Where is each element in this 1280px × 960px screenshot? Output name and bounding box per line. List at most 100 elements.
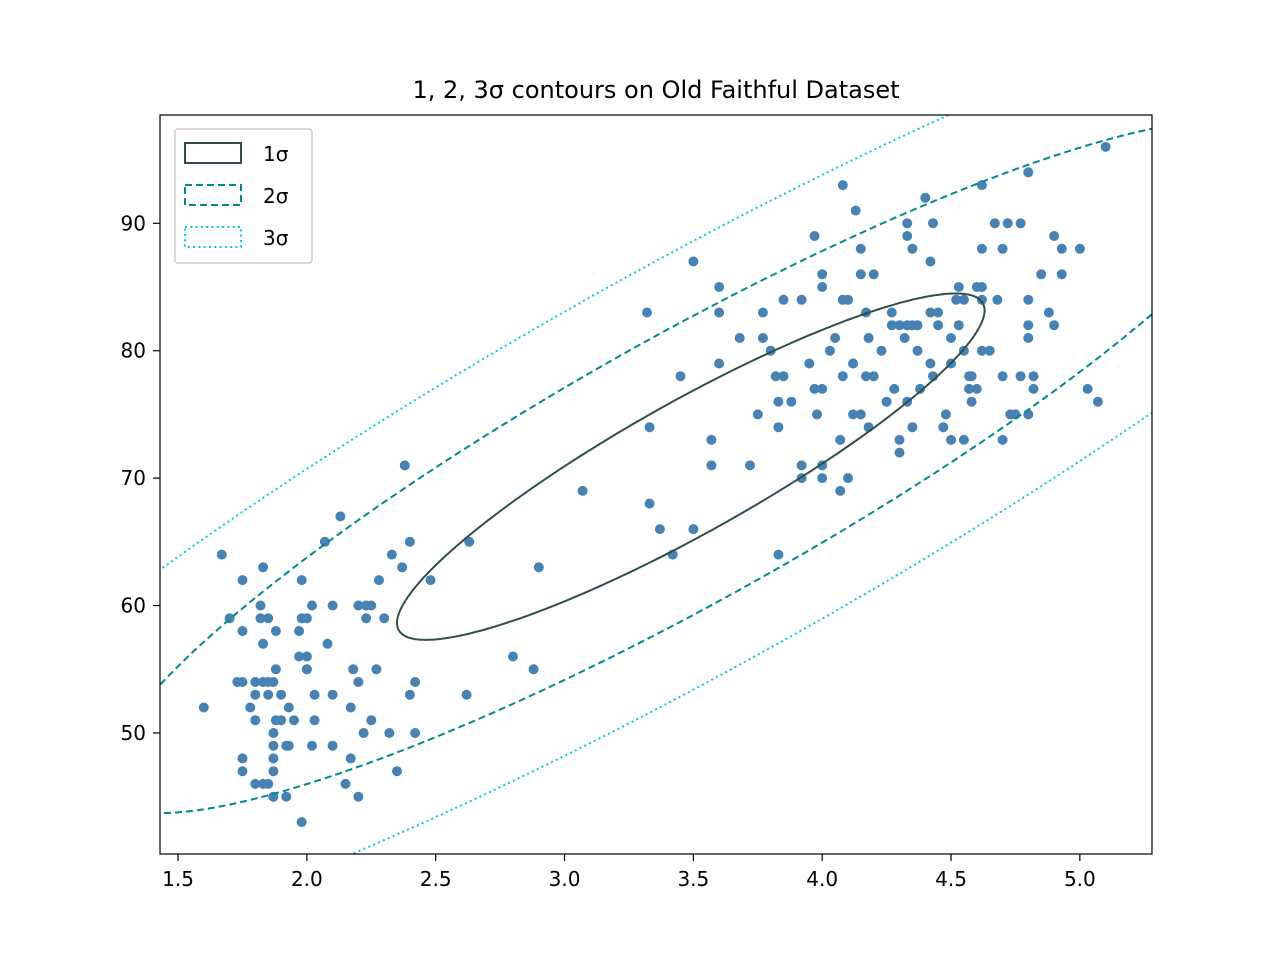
data-point <box>835 434 846 445</box>
data-point <box>366 715 377 726</box>
data-point <box>250 677 261 687</box>
data-point <box>757 307 768 318</box>
chart-title: 1, 2, 3σ contours on Old Faithful Datase… <box>412 76 899 104</box>
data-point <box>327 600 338 611</box>
data-point <box>1023 294 1034 305</box>
data-point <box>577 485 588 496</box>
data-point <box>964 383 975 394</box>
data-point <box>379 613 390 624</box>
data-point <box>263 689 274 700</box>
data-point <box>281 791 292 802</box>
data-point <box>855 269 866 280</box>
data-point <box>301 613 312 624</box>
legend-label-2sigma: 2σ <box>263 184 289 208</box>
data-point <box>270 664 281 675</box>
data-point <box>399 460 410 471</box>
data-point <box>307 740 317 751</box>
data-point <box>255 600 266 611</box>
data-point <box>397 562 408 573</box>
data-point <box>835 485 846 496</box>
data-point <box>533 562 544 573</box>
data-point <box>889 383 900 394</box>
data-point <box>1023 333 1034 343</box>
data-point <box>1100 141 1111 152</box>
data-point <box>773 422 784 433</box>
data-point <box>817 282 828 292</box>
plot-frame <box>159 114 1153 855</box>
data-point <box>976 243 987 254</box>
data-point <box>1028 383 1039 394</box>
data-point <box>830 333 841 343</box>
data-point <box>992 294 1003 305</box>
data-point <box>276 689 287 700</box>
data-point <box>894 447 905 458</box>
data-point <box>270 626 281 636</box>
data-point <box>804 358 815 369</box>
data-point <box>933 320 944 331</box>
data-point <box>714 307 725 318</box>
data-point <box>976 282 987 292</box>
data-point <box>198 702 209 713</box>
data-point <box>688 524 699 535</box>
data-point <box>757 333 768 343</box>
data-point <box>824 345 835 356</box>
data-point <box>899 333 910 343</box>
data-point <box>907 243 918 254</box>
data-point <box>1023 320 1034 331</box>
x-tick-label: 1.5 <box>162 867 194 891</box>
y-tick-label: 70 <box>121 466 146 490</box>
data-point <box>250 689 261 700</box>
data-point <box>928 218 938 229</box>
data-point <box>1015 371 1026 382</box>
data-point <box>868 371 879 382</box>
data-point <box>706 460 717 471</box>
data-point <box>953 320 964 331</box>
data-point <box>268 753 279 764</box>
data-point <box>855 409 866 420</box>
data-point <box>778 371 789 382</box>
data-point <box>902 218 913 229</box>
data-point <box>958 294 969 305</box>
data-point <box>283 740 294 751</box>
data-point <box>283 702 294 713</box>
data-point <box>953 282 964 292</box>
data-point <box>250 778 261 789</box>
data-point <box>812 409 822 420</box>
data-point <box>237 677 248 687</box>
data-point <box>404 536 415 547</box>
data-point <box>714 282 725 292</box>
data-point <box>345 753 356 764</box>
data-point <box>345 702 356 713</box>
data-point <box>294 626 305 636</box>
data-point <box>938 422 949 433</box>
data-point <box>294 651 305 662</box>
x-tick-label: 2.5 <box>420 867 452 891</box>
data-point <box>817 269 828 280</box>
data-point <box>644 422 655 433</box>
x-axis: 1.5 2.0 2.5 3.0 3.5 4.0 4.5 5.0 <box>162 854 1096 891</box>
data-point <box>250 715 261 726</box>
data-point <box>268 728 279 738</box>
data-point <box>644 498 655 509</box>
data-point <box>933 307 944 318</box>
data-point <box>258 638 269 649</box>
y-tick-label: 80 <box>121 339 146 363</box>
data-point <box>327 689 338 700</box>
data-point <box>296 817 307 828</box>
data-point <box>907 422 918 433</box>
data-point <box>796 460 807 471</box>
data-point <box>353 791 364 802</box>
data-point <box>258 562 269 573</box>
data-point <box>461 689 472 700</box>
data-point <box>268 677 279 687</box>
data-point <box>237 753 248 764</box>
legend-label-1sigma: 1σ <box>263 142 289 166</box>
data-point <box>855 243 866 254</box>
data-point <box>886 307 897 318</box>
data-point <box>786 396 797 407</box>
data-point <box>237 575 248 586</box>
data-point <box>425 575 436 586</box>
data-point <box>327 740 338 751</box>
data-point <box>464 536 475 547</box>
